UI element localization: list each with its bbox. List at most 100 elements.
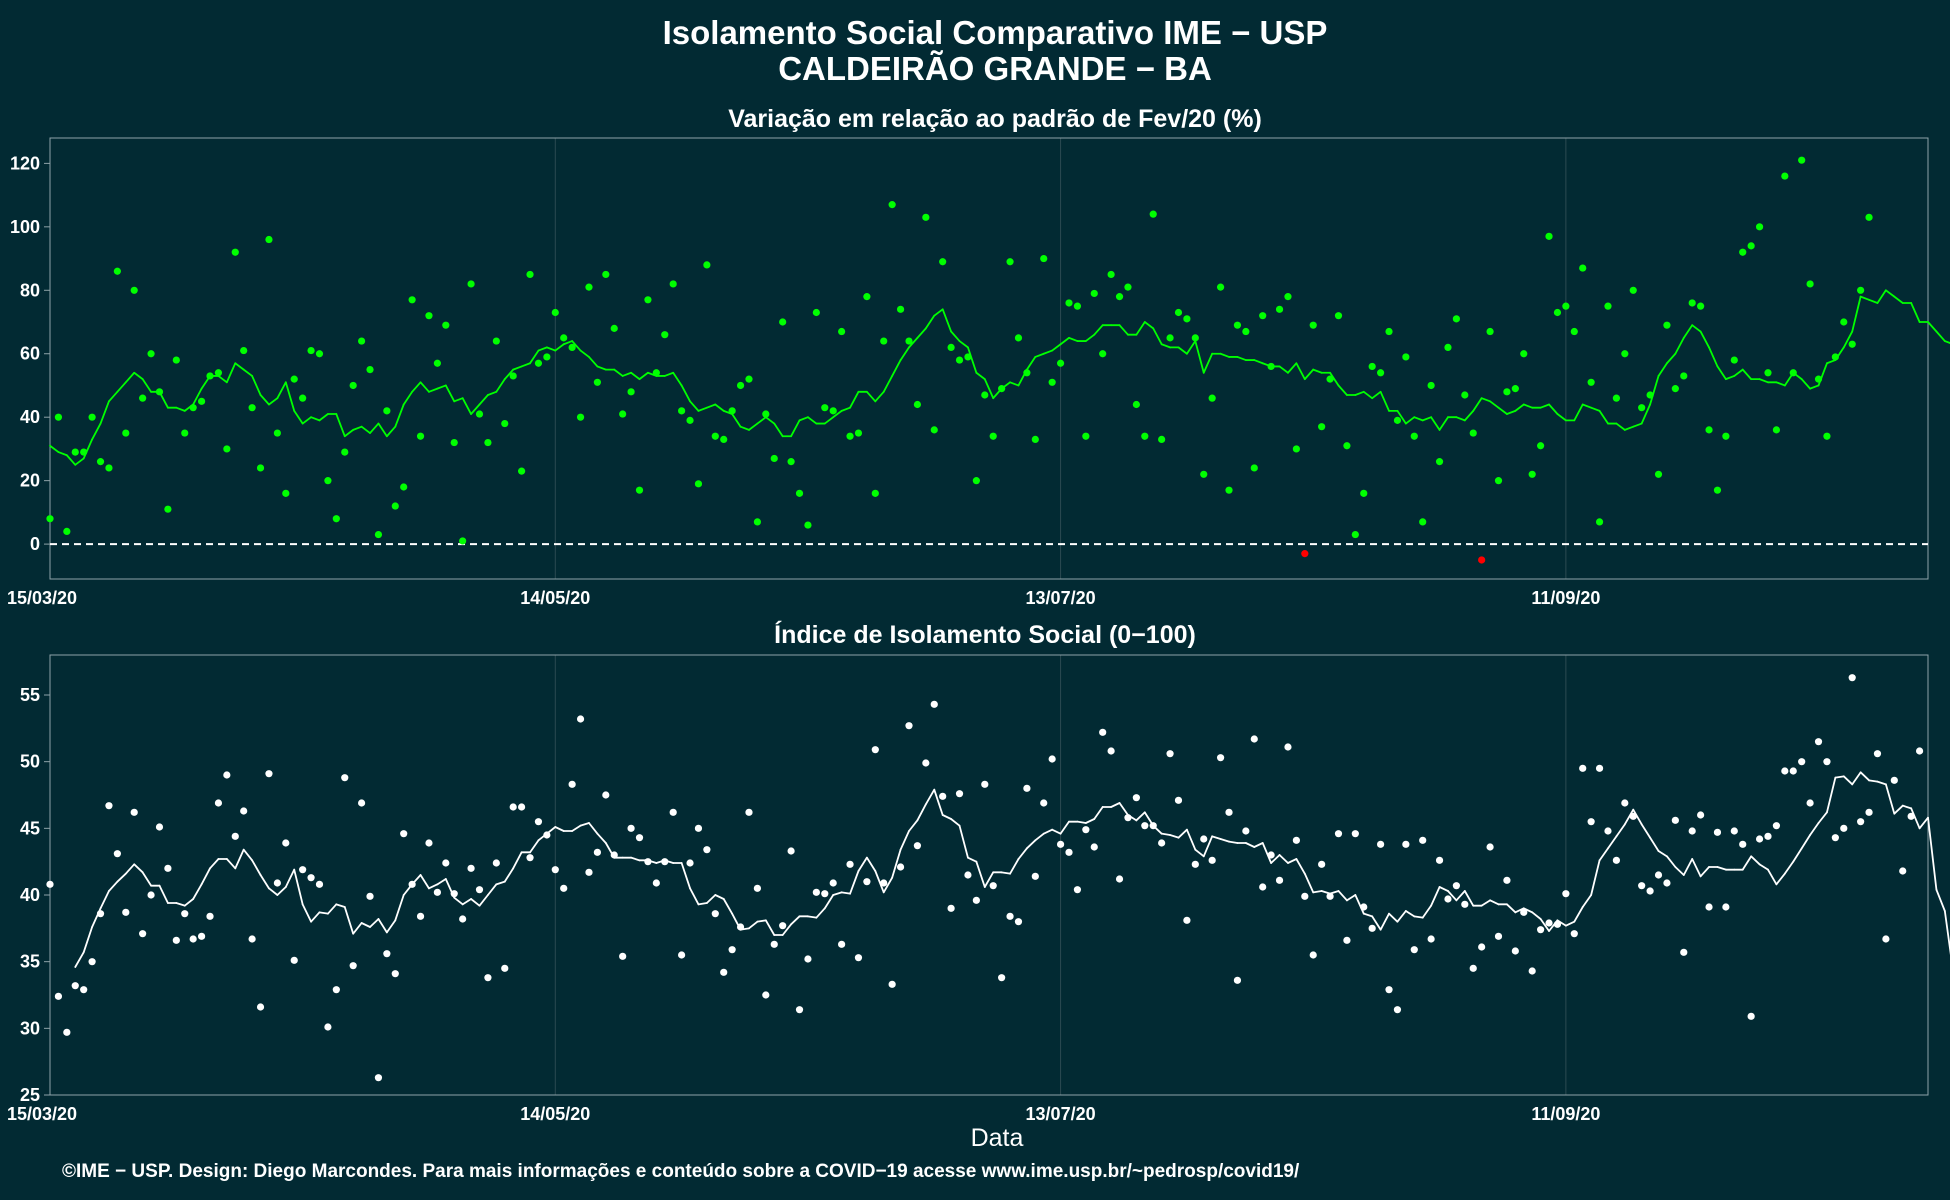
variation-data-point: [1705, 426, 1713, 434]
variation-moving-average-segment: [1084, 333, 1096, 342]
index-moving-average-segment: [175, 902, 186, 907]
variation-moving-average-segment: [301, 416, 312, 425]
index-data-point: [71, 982, 79, 990]
variation-data-point: [661, 331, 669, 339]
index-moving-average-segment: [1809, 822, 1820, 836]
variation-data-point: [265, 235, 273, 244]
panel1-title: Variação em relação ao padrão de Fev/20 …: [728, 105, 1262, 133]
variation-data-point: [1452, 315, 1460, 323]
variation-data-point: [1048, 378, 1056, 386]
variation-moving-average-segment: [1118, 324, 1129, 336]
variation-moving-average-segment: [697, 406, 708, 412]
index-data-point: [736, 923, 745, 931]
index-moving-average-segment: [503, 867, 515, 883]
index-data-point: [804, 955, 812, 963]
index-moving-average-segment: [1834, 775, 1845, 779]
variation-data-point: [518, 467, 526, 475]
index-data-point: [1806, 799, 1814, 807]
index-data-point: [1048, 755, 1056, 763]
index-data-point: [475, 886, 484, 894]
variation-data-point: [720, 435, 728, 444]
index-moving-average-segment: [815, 907, 826, 919]
variation-data-point: [1191, 334, 1199, 342]
index-data-point: [1259, 883, 1267, 891]
index-moving-average-segment: [924, 788, 936, 806]
index-moving-average-segment: [1699, 866, 1710, 878]
variation-data-point: [130, 286, 138, 294]
variation-moving-average-segment: [1438, 416, 1449, 431]
index-data-point: [425, 839, 433, 847]
variation-data-point: [299, 394, 307, 402]
index-moving-average-segment: [1573, 906, 1584, 923]
index-moving-average-segment: [495, 880, 506, 886]
index-moving-average-segment: [108, 880, 119, 892]
variation-moving-average-segment: [1649, 375, 1660, 406]
index-moving-average-segment: [1842, 775, 1854, 786]
variation-moving-average-segment: [487, 390, 498, 396]
index-data-point: [1663, 879, 1671, 887]
variation-moving-average-segment: [1186, 340, 1197, 355]
index-moving-average-segment: [832, 891, 843, 896]
variation-data-point: [1183, 315, 1191, 323]
variation-data-point: [745, 375, 753, 383]
variation-moving-average-segment: [259, 394, 270, 406]
variation-data-point: [1798, 156, 1806, 164]
variation-moving-average-segment: [65, 454, 77, 466]
variation-data-point: [1334, 312, 1343, 320]
variation-moving-average-segment: [529, 349, 540, 365]
index-moving-average-segment: [1051, 828, 1062, 835]
variation-data-point: [703, 261, 711, 269]
variation-data-point: [1604, 302, 1612, 310]
variation-moving-average-segment: [714, 403, 725, 412]
variation-moving-average-segment: [1480, 397, 1491, 403]
variation-moving-average-segment: [1632, 422, 1643, 428]
variation-data-point: [1494, 477, 1503, 485]
index-moving-average-segment: [1480, 899, 1491, 907]
index-data-point: [324, 1023, 332, 1031]
variation-data-point: [1082, 432, 1090, 440]
variation-moving-average-segment: [840, 406, 851, 412]
index-moving-average-segment: [1388, 912, 1399, 923]
variation-data-point: [534, 359, 543, 367]
index-data-point: [181, 910, 189, 918]
index-data-point: [1823, 758, 1831, 766]
index-data-point: [1410, 946, 1418, 954]
index-data-point: [1334, 830, 1343, 838]
variation-data-point: [795, 489, 804, 497]
index-data-point: [307, 874, 315, 882]
index-data-point: [1166, 750, 1174, 758]
variation-moving-average-segment: [192, 387, 203, 406]
variation-moving-average-segment: [705, 403, 717, 409]
variation-moving-average-segment: [1716, 365, 1727, 381]
index-data-point: [610, 851, 618, 859]
variation-data-point: [181, 429, 189, 437]
variation-moving-average-segment: [1548, 403, 1559, 415]
index-data-point: [374, 1074, 383, 1082]
index-moving-average-segment: [1186, 828, 1197, 851]
index-moving-average-segment: [958, 824, 969, 859]
index-moving-average-segment: [209, 858, 220, 870]
index-data-point: [1385, 986, 1393, 994]
variation-moving-average-segment: [1682, 324, 1694, 339]
index-data-point: [821, 890, 829, 898]
index-data-point: [147, 891, 155, 899]
variation-moving-average-segment: [1573, 403, 1584, 422]
variation-moving-average-segment: [91, 422, 102, 441]
index-moving-average-segment: [327, 903, 338, 915]
variation-moving-average-segment: [411, 381, 422, 393]
variation-data-point: [1663, 321, 1671, 329]
index-moving-average-segment: [1042, 828, 1054, 835]
index-y-tick-label: 35: [20, 952, 40, 972]
index-moving-average-segment: [916, 803, 927, 822]
index-moving-average-segment: [899, 830, 910, 851]
variation-data-point: [694, 480, 703, 488]
index-data-point: [1570, 930, 1578, 938]
index-moving-average-segment: [840, 891, 851, 895]
variation-data-point: [1579, 264, 1587, 272]
variation-moving-average-segment: [268, 397, 279, 406]
index-data-point: [1680, 948, 1688, 956]
index-data-point: [947, 904, 955, 912]
index-data-point: [981, 780, 989, 788]
variation-moving-average-segment: [335, 413, 346, 438]
index-moving-average-segment: [1118, 802, 1129, 816]
